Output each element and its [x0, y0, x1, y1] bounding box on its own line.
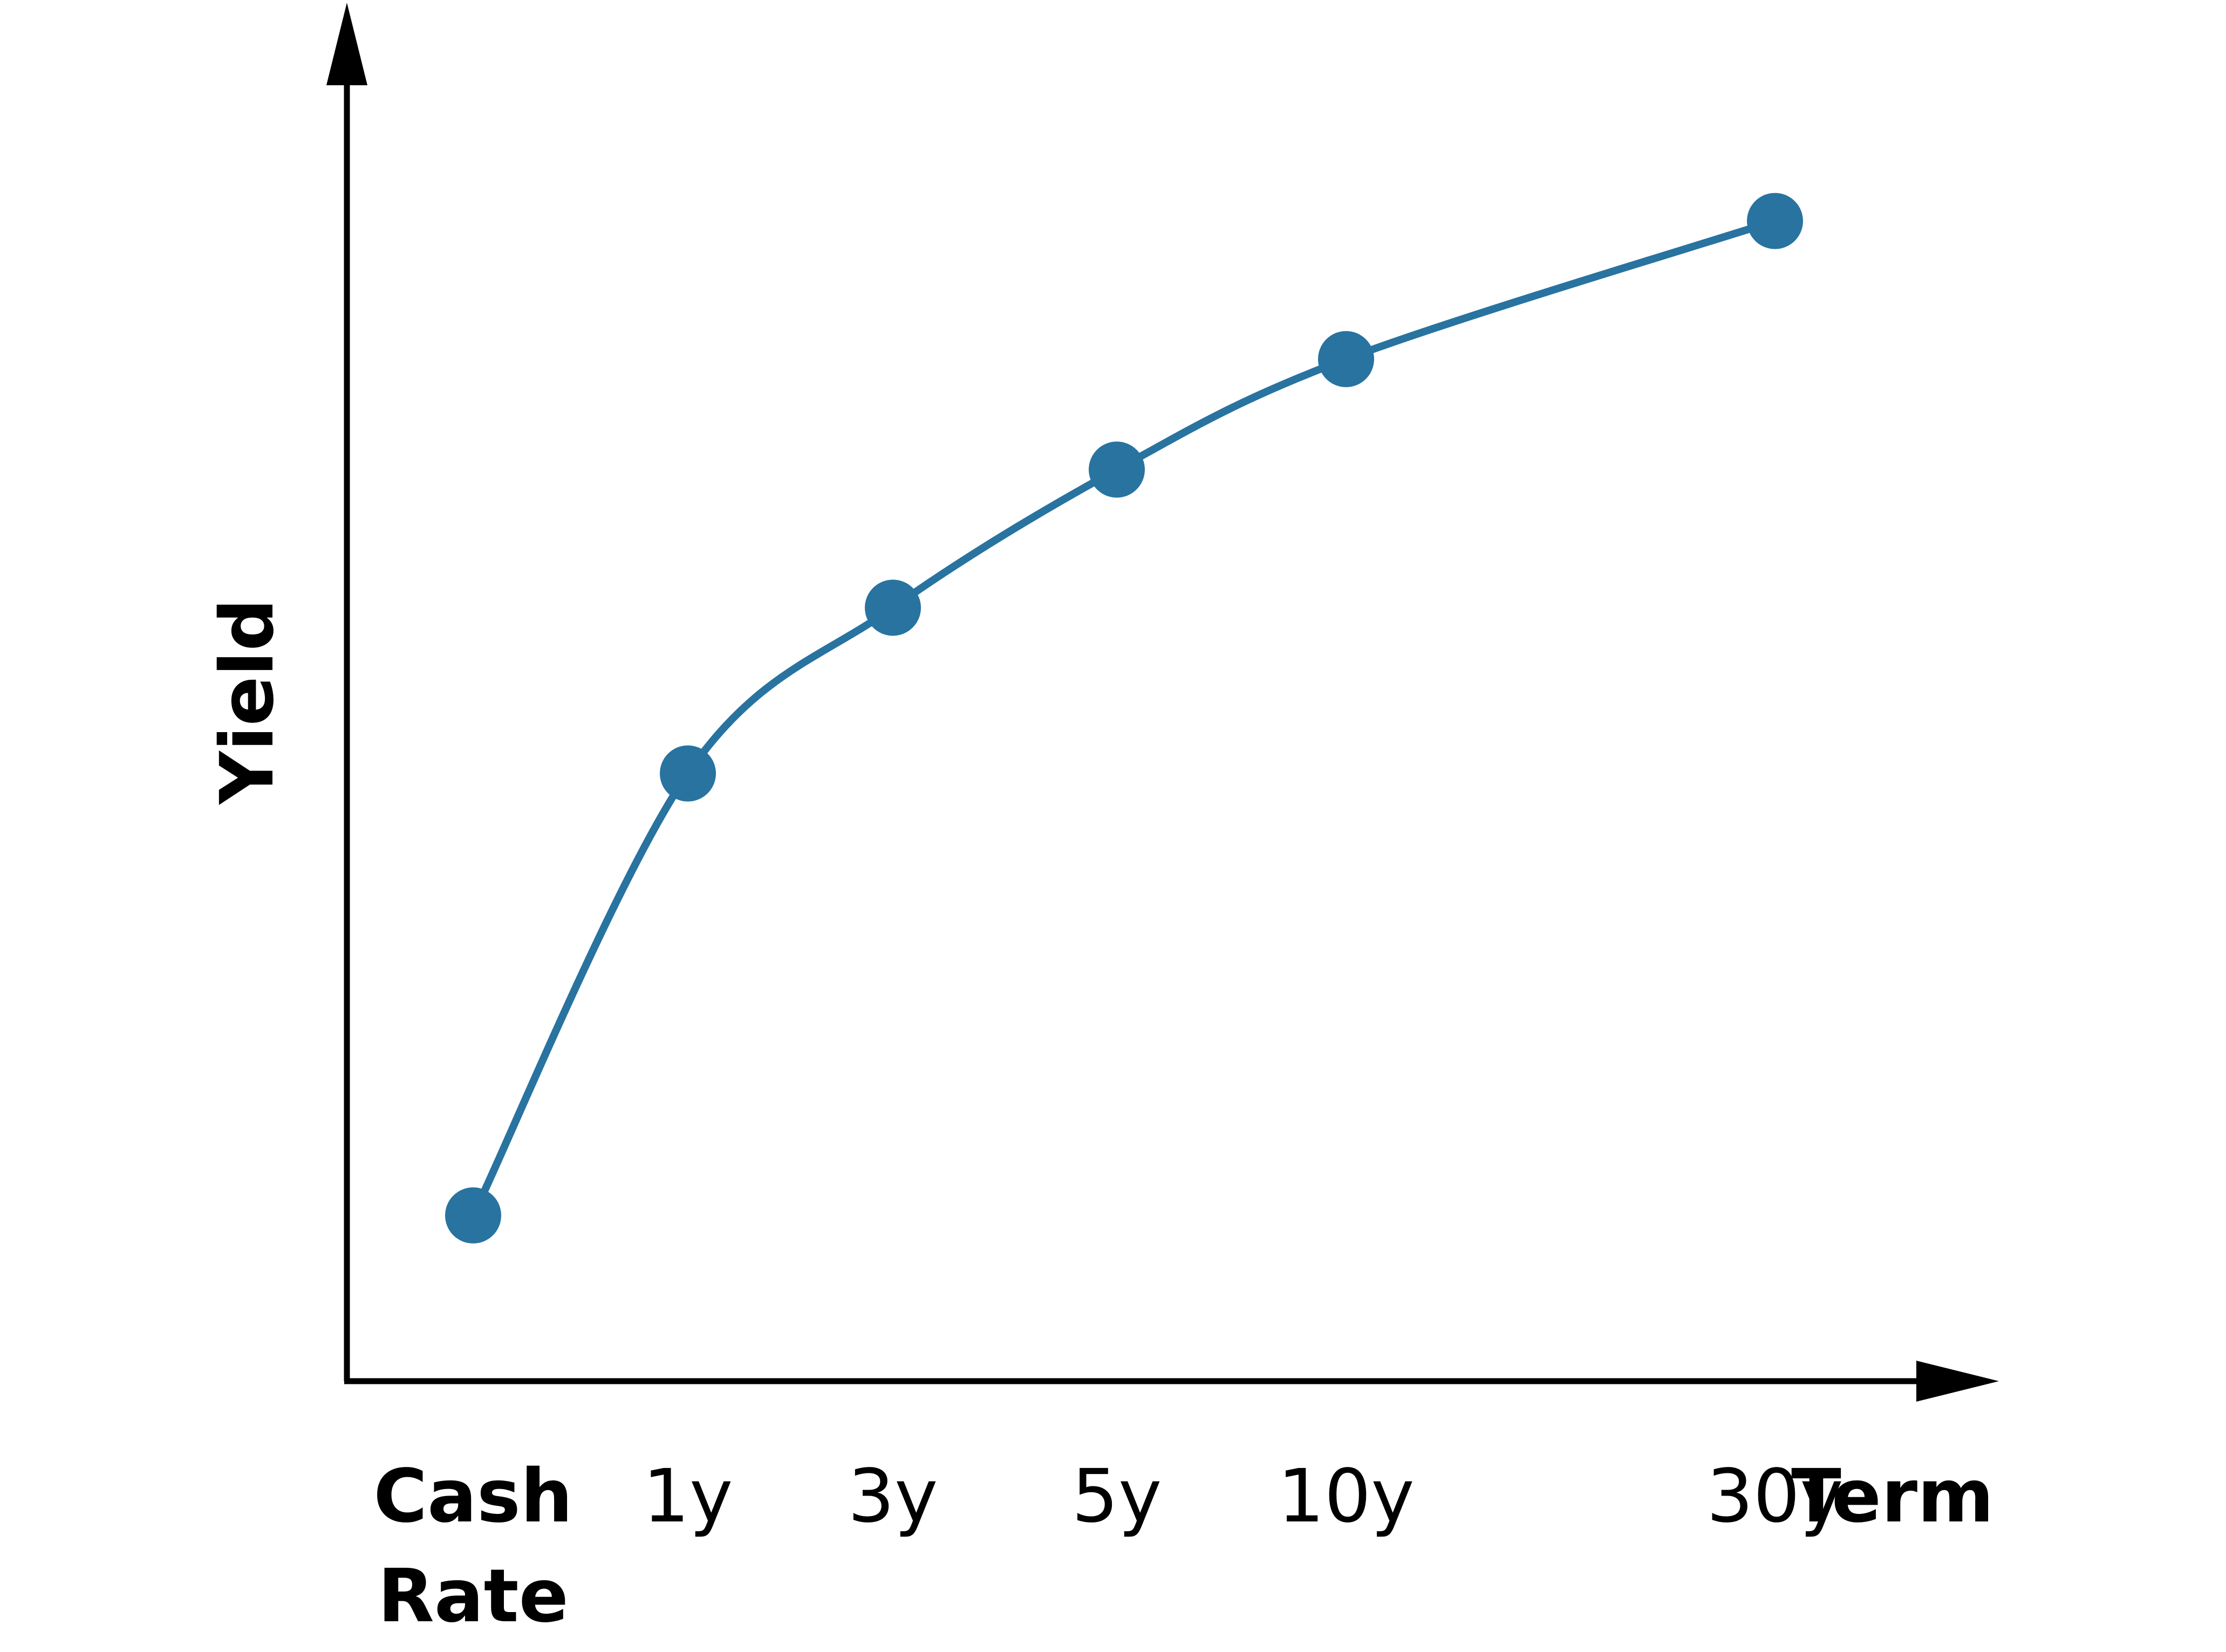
x-tick-label-30y: 30y: [1706, 1454, 1843, 1539]
x-tick-label-cash-rate: Cash Rate: [373, 1454, 572, 1639]
x-axis-arrowhead: [1916, 1361, 1999, 1402]
y-axis: [326, 3, 367, 1381]
data-points: [445, 193, 1803, 1244]
data-point-cash-rate: [445, 1187, 501, 1244]
x-tick-label-10y: 10y: [1278, 1454, 1415, 1539]
data-point-1y: [660, 745, 716, 802]
y-axis-label: Yield: [205, 598, 290, 805]
data-point-30y: [1747, 193, 1803, 249]
x-axis: [344, 1361, 1999, 1402]
data-point-3y: [865, 579, 921, 636]
x-tick-label-5y: 5y: [1071, 1454, 1162, 1539]
x-tick-label-1y: 1y: [643, 1454, 733, 1539]
x-axis-label: Term: [1791, 1454, 1994, 1539]
data-point-5y: [1089, 441, 1145, 498]
x-tick-labels: Cash Rate 1y 3y 5y 10y 30y: [373, 1454, 1843, 1639]
data-point-10y: [1318, 331, 1374, 387]
y-axis-arrowhead: [326, 3, 367, 85]
yield-curve-line: [469, 217, 1779, 1219]
x-tick-label-3y: 3y: [848, 1454, 938, 1539]
